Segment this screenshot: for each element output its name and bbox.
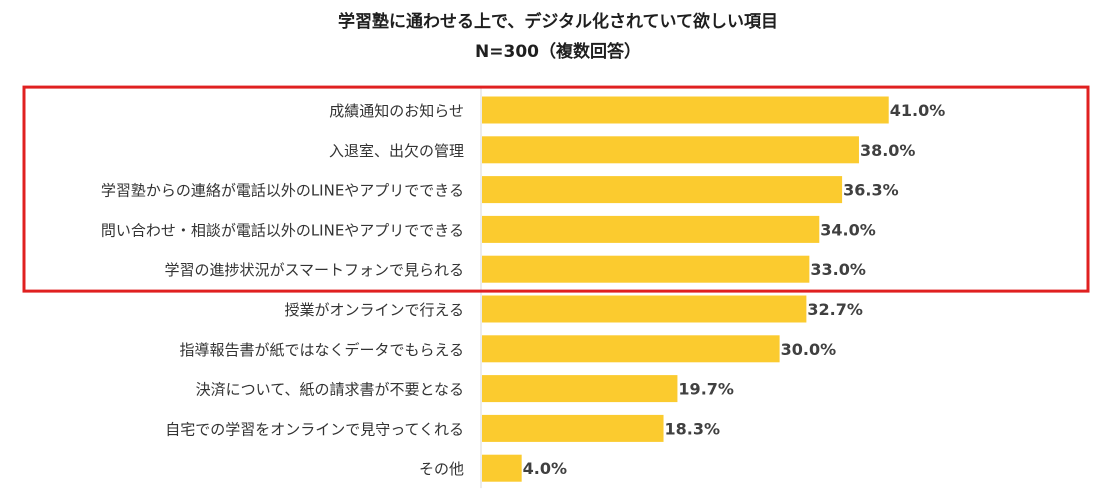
bar bbox=[482, 136, 859, 164]
bar bbox=[482, 454, 522, 482]
category-label: 問い合わせ・相談が電話以外のLINEやアプリでできる bbox=[101, 221, 464, 239]
category-label: その他 bbox=[419, 460, 464, 478]
category-label: 学習の進捗状況がスマートフォンで見られる bbox=[164, 261, 464, 279]
category-label: 授業がオンラインで行える bbox=[284, 301, 464, 319]
category-label: 指導報告書が紙ではなくデータでもらえる bbox=[179, 341, 464, 359]
bar bbox=[482, 96, 889, 124]
bar bbox=[482, 375, 678, 403]
chart-title: 学習塾に通わせる上で、デジタル化されていて欲しい項目 bbox=[338, 12, 778, 32]
bar bbox=[482, 215, 820, 243]
value-label: 36.3% bbox=[843, 181, 899, 200]
bar bbox=[482, 335, 780, 363]
value-label: 30.0% bbox=[781, 340, 837, 359]
value-label: 4.0% bbox=[523, 459, 567, 478]
category-label: 成績通知のお知らせ bbox=[329, 102, 464, 120]
highlight-box bbox=[22, 85, 1090, 293]
value-label: 33.0% bbox=[810, 260, 866, 279]
value-label: 34.0% bbox=[820, 220, 876, 239]
bar bbox=[482, 414, 664, 442]
value-label: 41.0% bbox=[890, 101, 946, 120]
bar bbox=[482, 176, 843, 204]
category-label: 入退室、出欠の管理 bbox=[329, 142, 464, 160]
category-label: 決済について、紙の請求書が不要となる bbox=[196, 381, 464, 399]
value-label: 32.7% bbox=[807, 300, 863, 319]
category-label: 学習塾からの連絡が電話以外のLINEやアプリでできる bbox=[101, 182, 464, 200]
bar bbox=[482, 255, 810, 283]
value-label: 18.3% bbox=[665, 419, 721, 438]
value-label: 19.7% bbox=[678, 380, 734, 399]
value-label: 38.0% bbox=[860, 141, 916, 160]
bar bbox=[482, 295, 807, 323]
category-label: 自宅での学習をオンラインで見守ってくれる bbox=[165, 420, 464, 438]
chart-subtitle: N=300（複数回答） bbox=[475, 42, 641, 62]
